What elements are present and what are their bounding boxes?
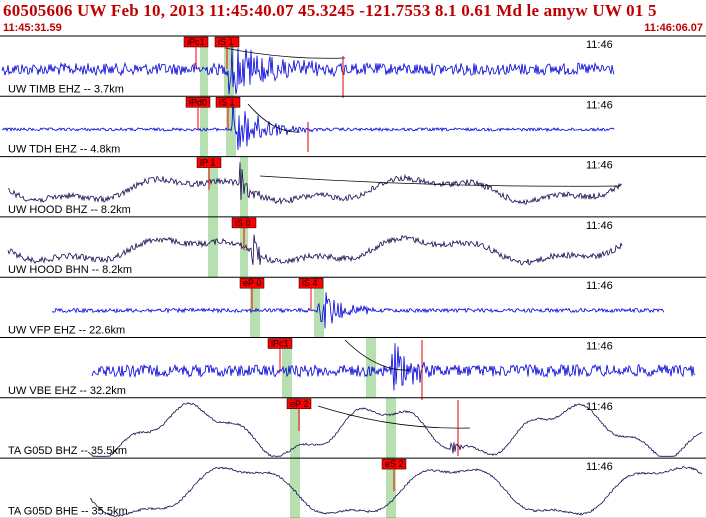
pick-label: iS 1	[218, 37, 234, 47]
pick-label: eS 2	[385, 459, 404, 469]
phase-pick[interactable]: iS 1	[214, 36, 240, 70]
pick-label: iS 1	[219, 97, 235, 107]
start-time-label: 11:45:31.59	[3, 22, 62, 34]
phase-pick[interactable]: iP 1	[196, 157, 222, 190]
time-tick-label: 11:46	[586, 220, 613, 232]
waveform-trace	[7, 162, 623, 206]
time-tick-label: 11:46	[586, 160, 613, 172]
pick-window	[386, 458, 396, 518]
phase-pick[interactable]: iPc1	[183, 36, 209, 70]
pick-window	[386, 397, 396, 459]
pick-label: iS 0	[235, 218, 251, 228]
pick-window	[200, 36, 208, 97]
waveform-trace	[7, 234, 623, 266]
coda-fit-curve	[317, 405, 471, 429]
pick-label: iPd0	[189, 97, 207, 107]
pick-label: iPc1	[271, 339, 289, 349]
waveform-trace	[87, 402, 703, 457]
pick-window	[208, 216, 218, 278]
trace-label: TA G05D BHE -- 35.5km	[8, 505, 128, 517]
phase-pick[interactable]: iPc1	[267, 338, 293, 371]
pick-window	[224, 36, 234, 97]
trace-label: UW VFP EHZ -- 22.6km	[8, 325, 125, 337]
trace-label: UW TDH EHZ -- 4.8km	[8, 144, 120, 156]
phase-pick[interactable]: iS 0	[231, 217, 257, 251]
phase-pick[interactable]: eP 0	[239, 277, 265, 311]
phase-pick[interactable]: iS 1	[215, 97, 241, 130]
pick-window	[290, 397, 300, 459]
pick-label: iS 4	[302, 278, 318, 288]
trace-label: UW HOOD BHN -- 8.2km	[8, 264, 132, 276]
pick-window	[226, 96, 236, 157]
waveform-trace	[91, 343, 696, 391]
pick-label: eP 0	[243, 278, 261, 288]
phase-pick[interactable]: iPd0	[185, 97, 211, 130]
coda-fit-curve	[344, 339, 411, 371]
waveform-trace	[51, 292, 665, 329]
pick-label: iP 1	[200, 158, 215, 168]
coda-fit-curve	[224, 47, 346, 59]
pick-windows	[200, 36, 396, 518]
time-tick-label: 11:46	[586, 99, 613, 111]
phase-pick[interactable]: iS 4	[298, 277, 324, 311]
pick-window	[250, 277, 260, 338]
waveform-trace	[89, 466, 703, 517]
pick-overlays: iPc1 iS 1 11:46 UW TIMB EHZ -- 3.7km iPd0 iS …	[0, 35, 706, 518]
pick-window	[282, 337, 292, 398]
pick-window	[240, 156, 248, 217]
pick-window	[290, 458, 300, 518]
time-tick-label: 11:46	[586, 39, 613, 51]
phase-pick[interactable]: eS 2	[381, 458, 407, 492]
waveform-trace	[1, 47, 615, 95]
pick-window	[366, 337, 376, 398]
end-time-label: 11:46:06.07	[644, 22, 703, 34]
pick-window	[200, 96, 208, 157]
time-tick-label: 11:46	[586, 280, 613, 292]
pick-label: eP 2	[290, 399, 308, 409]
coda-fit-curve	[259, 175, 621, 187]
coda-fit-curve	[247, 103, 301, 133]
waveform-traces	[1, 47, 703, 517]
time-tick-label: 11:46	[586, 401, 613, 413]
phase-pick[interactable]: eP 2	[286, 398, 312, 431]
trace-label: TA G05D BHZ -- 35.5km	[8, 445, 127, 457]
pick-label: iPc1	[187, 37, 205, 47]
event-title: 60505606 UW Feb 10, 2013 11:45:40.07 45.…	[3, 1, 657, 20]
trace-label: UW VBE EHZ -- 32.2km	[8, 385, 126, 397]
time-tick-label: 11:46	[586, 341, 613, 353]
trace-label: UW HOOD BHZ -- 8.2km	[8, 204, 131, 216]
pick-window	[208, 156, 218, 217]
time-tick-label: 11:46	[586, 461, 613, 473]
trace-label: UW TIMB EHZ -- 3.7km	[8, 83, 124, 95]
